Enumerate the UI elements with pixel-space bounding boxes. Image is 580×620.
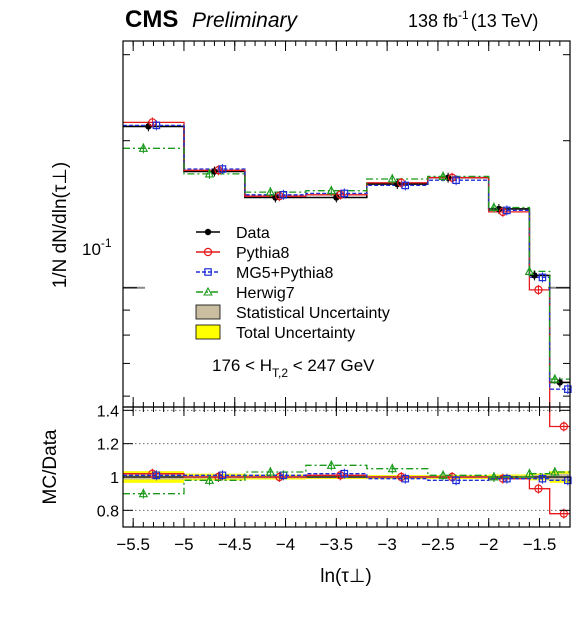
ratio-xtick-label: −1.5 <box>523 535 557 554</box>
ratio-xtick-label: −3.5 <box>320 535 354 554</box>
main-marker-pythia8 <box>559 422 569 431</box>
main-marker-herwig7 <box>387 173 398 183</box>
main-marker-mg5-pythia8 <box>401 181 410 190</box>
main-marker-mg5-pythia8 <box>279 190 288 199</box>
main-marker-herwig7 <box>524 266 535 275</box>
ratio-marker-mg5-pythia8 <box>401 474 410 483</box>
legend-swatch <box>195 324 221 340</box>
main-marker-herwig7 <box>550 373 560 383</box>
lumi-label: 138 fb-1 (13 TeV) <box>408 8 538 31</box>
cms-label: CMS <box>125 6 178 33</box>
xlabel: ln(τ⊥) <box>320 566 372 587</box>
main-marker-data <box>145 123 152 130</box>
legend-label: Herwig7 <box>236 285 295 302</box>
legend-label: MG5+Pythia8 <box>236 265 333 282</box>
ratio-xtick-label: −5 <box>174 535 193 554</box>
ratio-ytick-label: 1.2 <box>97 437 119 454</box>
main-marker-mg5-pythia8 <box>218 165 227 173</box>
ratio-frame <box>122 406 571 528</box>
main-series-data <box>123 125 570 384</box>
main-series-pythia8 <box>123 121 570 428</box>
ratio-marker-pythia8 <box>534 484 543 493</box>
ratio-ytick-label: 1 <box>110 470 119 487</box>
ratio-xtick-label: −4 <box>276 535 295 554</box>
ratio-xtick-label: −4.5 <box>218 535 252 554</box>
main-marker-mg5-pythia8 <box>564 385 572 393</box>
legend-marker <box>203 247 213 257</box>
ratio-marker-herwig7 <box>326 460 337 469</box>
ratio-marker-herwig7 <box>387 463 398 473</box>
ratio-ylabel: MC/Data <box>40 429 61 504</box>
main-marker-pythia8 <box>534 285 543 295</box>
main-frame <box>122 40 571 408</box>
ratio-ticks: −5.5 −5 −4.5 −4 −3.5 −3 −2.5 −2 −1.5 0.8 1 1.2 1.4 <box>97 403 571 554</box>
main-ytick-label: 10-1 <box>82 236 112 259</box>
main-ylabel: 1/N dN/dln(τ⊥) <box>50 162 71 288</box>
main-marker-herwig7 <box>438 171 448 180</box>
main-plot-area <box>123 117 572 432</box>
main-series-mg5-pythia8 <box>123 124 570 390</box>
main-marker-herwig7 <box>204 168 215 178</box>
ratio-marker-mg5-pythia8 <box>218 471 227 480</box>
main-series-herwig7 <box>123 147 570 380</box>
legend-marker <box>204 228 212 236</box>
main-marker-mg5-pythia8 <box>452 176 460 185</box>
main-marker-herwig7 <box>489 202 499 212</box>
ratio-marker-herwig7 <box>489 471 499 481</box>
ratio-marker-herwig7 <box>204 475 215 484</box>
ratio-marker-mg5-pythia8 <box>152 471 161 480</box>
main-marker-mg5-pythia8 <box>538 273 547 282</box>
preliminary-label: Preliminary <box>192 9 299 32</box>
ratio-ytick-label: 1.4 <box>97 403 119 420</box>
legend-label: Total Uncertainty <box>236 325 355 342</box>
ratio-xtick-label: −5.5 <box>116 535 150 554</box>
main-panel: 10-1 1/N dN/dln(τ⊥) Data Pythia8 MG5+Pythi… <box>50 40 572 432</box>
legend-marker <box>203 286 213 296</box>
main-marker-mg5-pythia8 <box>503 206 511 215</box>
legend: Data Pythia8 MG5+Pythia8 Herwig7 Statistical… <box>195 225 390 342</box>
legend-label: Statistical Uncertainty <box>236 305 390 322</box>
ratio-marker-herwig7 <box>138 488 149 498</box>
ratio-panel: −5.5 −5 −4.5 −4 −3.5 −3 −2.5 −2 −1.5 0.8 1 1.2 1.4 M… <box>40 403 572 587</box>
ratio-marker-mg5-pythia8 <box>340 469 349 478</box>
ratio-marker-herwig7 <box>265 466 276 476</box>
main-marker-herwig7 <box>138 143 149 152</box>
main-marker-mg5-pythia8 <box>340 189 349 198</box>
legend-label: Data <box>236 225 270 242</box>
ratio-marker-mg5-pythia8 <box>538 474 547 483</box>
ratio-xtick-label: −3 <box>377 535 396 554</box>
region-label: 176 < HT,2 < 247 GeV <box>212 356 375 380</box>
ratio-ytick-label: 0.8 <box>97 503 119 520</box>
ratio-marker-herwig7 <box>438 470 448 479</box>
legend-label: Pythia8 <box>236 245 289 262</box>
ratio-plot-area <box>123 409 572 519</box>
ratio-marker-herwig7 <box>550 466 560 476</box>
legend-marker <box>204 268 212 276</box>
legend-swatch <box>195 304 221 320</box>
main-ticks <box>122 41 571 407</box>
main-marker-data <box>333 194 340 201</box>
ratio-marker-mg5-pythia8 <box>503 474 511 483</box>
main-marker-herwig7 <box>326 185 337 195</box>
ratio-xtick-label: −2.5 <box>421 535 455 554</box>
main-marker-herwig7 <box>265 186 276 196</box>
ratio-marker-herwig7 <box>524 468 535 478</box>
ratio-xtick-label: −2 <box>479 535 498 554</box>
main-marker-mg5-pythia8 <box>152 121 161 130</box>
ratio-series-herwig7 <box>123 464 570 495</box>
ratio-marker-mg5-pythia8 <box>452 476 460 485</box>
